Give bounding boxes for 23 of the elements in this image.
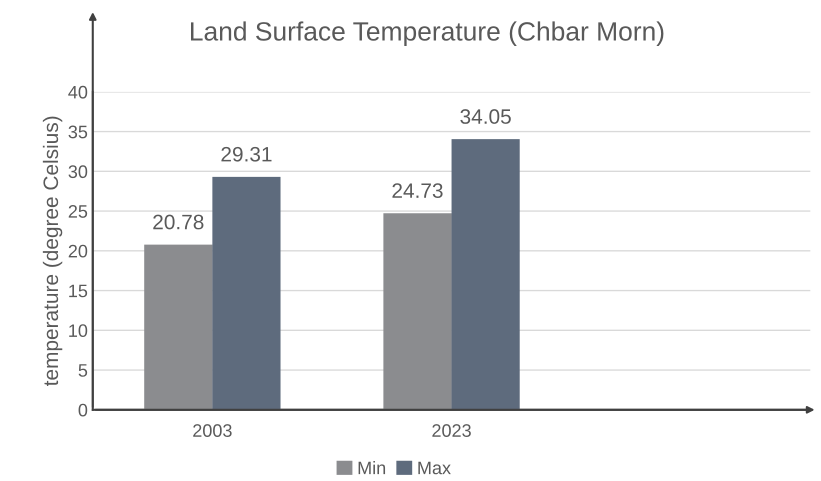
y-tick-label: 40 — [68, 86, 88, 99]
data-label: 29.31 — [221, 146, 272, 162]
y-tick-label: 30 — [68, 165, 88, 178]
bar — [383, 213, 452, 410]
y-axis-title: temperature (degree Celsius) — [42, 116, 62, 386]
y-tick-label: 0 — [78, 404, 88, 417]
data-label: 20.78 — [153, 214, 204, 230]
legend-label: Min — [358, 461, 386, 474]
chart-title: Land Surface Temperature (Chbar Morn) — [190, 21, 664, 46]
bar — [144, 244, 212, 410]
y-tick-label: 10 — [69, 324, 88, 338]
bar — [452, 139, 520, 410]
bar — [212, 176, 281, 410]
y-tick-label: 25 — [68, 205, 88, 218]
y-tick-label: 20 — [68, 244, 88, 258]
y-tick-label: 35 — [68, 126, 88, 138]
data-label: 34.05 — [460, 109, 511, 124]
y-tick-label: 5 — [78, 364, 88, 377]
data-label: 24.73 — [392, 183, 443, 198]
legend-label: Max — [418, 462, 451, 474]
y-tick-label: 15 — [69, 284, 88, 298]
x-tick-label: 2023 — [432, 424, 471, 437]
x-tick-label: 2003 — [193, 424, 232, 437]
